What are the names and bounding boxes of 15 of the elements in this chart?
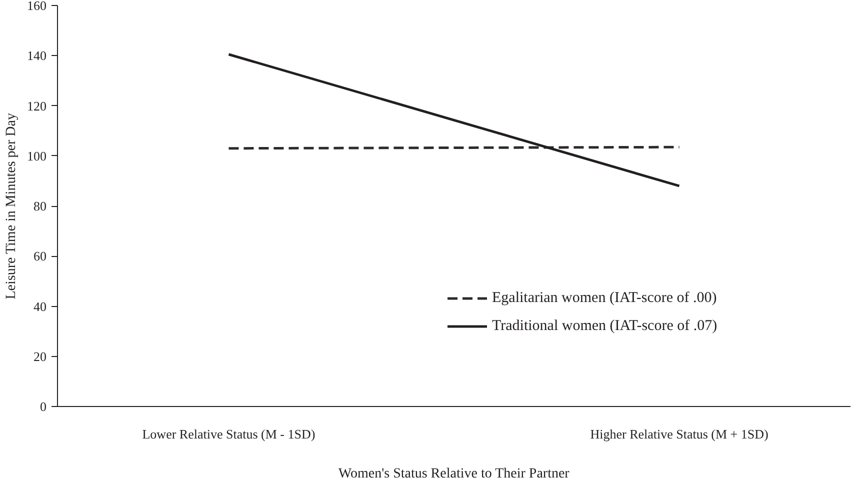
legend-label: Egalitarian women (IAT-score of .00) [492, 290, 717, 306]
y-tick-label: 20 [34, 348, 46, 364]
y-tick-label: 0 [40, 399, 46, 414]
y-tick-label: 40 [34, 298, 46, 314]
x-tick-label: Lower Relative Status (M - 1SD) [142, 426, 316, 442]
y-tick-label: 120 [27, 98, 46, 114]
y-tick-label: 100 [27, 148, 46, 164]
y-tick-label: 60 [34, 248, 46, 264]
y-axis-title: Leisure Time in Minutes per Day [4, 112, 19, 300]
legend-label: Traditional women (IAT-score of .07) [492, 318, 718, 334]
y-tick-label: 140 [27, 48, 46, 64]
x-tick-label: Higher Relative Status (M + 1SD) [590, 426, 768, 442]
x-axis-title: Women's Status Relative to Their Partner [338, 466, 570, 482]
y-tick-label: 80 [34, 198, 46, 214]
y-tick-label: 160 [27, 0, 46, 13]
